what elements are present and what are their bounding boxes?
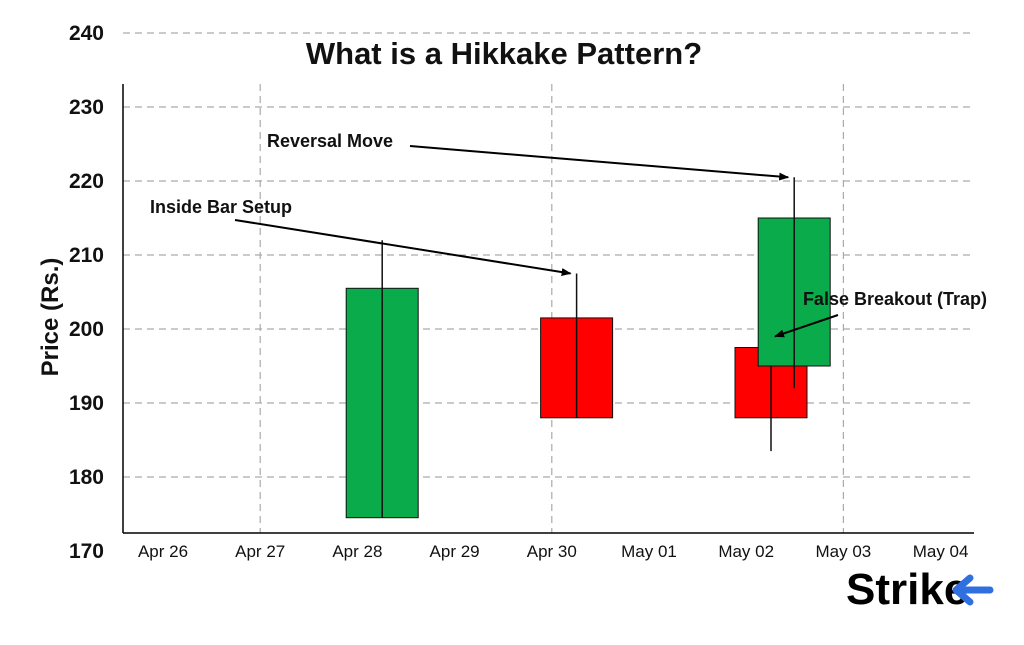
logo-text: Strike [846,565,968,614]
y-tick-label: 230 [69,96,104,119]
x-tick-label: Apr 29 [430,542,480,561]
x-tick-label: Apr 27 [235,542,285,561]
x-tick-label: May 02 [718,542,774,561]
annotation-label: Reversal Move [267,131,393,151]
x-tick-label: May 03 [816,542,872,561]
y-axis-label: Price (Rs.) [37,258,64,377]
annotation: Inside Bar Setup [150,197,572,277]
y-tick-label: 220 [69,170,104,193]
annotations: Inside Bar Setup Reversal Move False Break… [150,131,987,338]
y-tick-label: 240 [69,22,104,45]
chart-title: What is a Hikkake Pattern? [306,36,702,71]
logo-arrow-icon [952,574,994,606]
grid-lines [123,32,974,533]
x-tick-label: May 01 [621,542,677,561]
annotation-arrow [409,145,790,181]
x-tick-label: Apr 28 [332,542,382,561]
annotation: Reversal Move [267,131,790,181]
strike-logo: Strike [846,565,994,614]
x-tick-label: May 04 [913,542,969,561]
y-tick-label: 180 [69,466,104,489]
y-tick-label: 190 [69,392,104,415]
candle [540,273,614,419]
y-tick-label: 200 [69,318,104,341]
candles [345,177,831,519]
annotation-arrow [234,219,572,277]
x-tick-labels: Apr 26 Apr 27 Apr 28 Apr 29 Apr 30 May 01 May … [138,542,969,561]
y-tick-label: 170 [69,540,104,563]
annotation: False Breakout (Trap) [774,289,987,338]
candle [757,177,831,389]
y-tick-label: 210 [69,244,104,267]
annotation-label: False Breakout (Trap) [803,289,987,309]
x-tick-label: Apr 30 [527,542,577,561]
annotation-arrow [774,314,839,338]
x-tick-label: Apr 26 [138,542,188,561]
candle [345,240,419,519]
annotation-label: Inside Bar Setup [150,197,292,217]
y-tick-labels: 240 230 220 210 200 190 180 170 [69,22,104,563]
